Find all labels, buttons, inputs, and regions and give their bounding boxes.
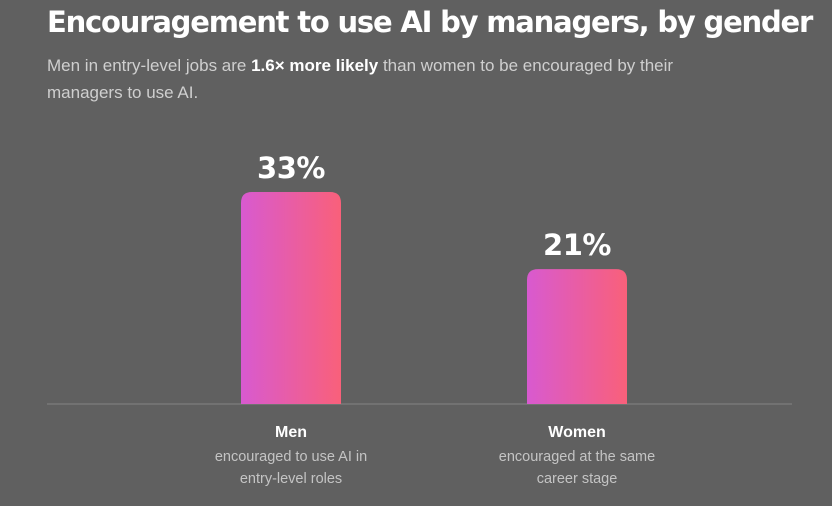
bar-men	[241, 192, 341, 404]
category-description-men-line-1: encouraged to use AI in	[215, 449, 367, 465]
subtitle-lead: Men in entry-level jobs are	[47, 56, 252, 75]
category-description-women-line-2: career stage	[537, 471, 618, 487]
chart-title: Encouragement to use AI by managers, by …	[47, 5, 813, 39]
subtitle-highlight: 1.6× more likely	[251, 56, 379, 75]
value-label-men: 33%	[257, 151, 325, 185]
category-label-women: Women	[548, 424, 605, 441]
chart-subtitle: Men in entry-level jobs are 1.6× more li…	[47, 52, 737, 106]
category-description-men-line-2: entry-level roles	[240, 471, 342, 487]
category-label-men: Men	[275, 424, 307, 441]
category-description-women-line-1: encouraged at the same	[499, 449, 655, 465]
value-label-women: 21%	[543, 228, 611, 262]
bar-women	[527, 269, 627, 404]
chart-marks: 33% Men encouraged to use AI in entry-level…	[215, 151, 655, 487]
subtitle-tail: than women to be encouraged by their man…	[47, 56, 674, 102]
